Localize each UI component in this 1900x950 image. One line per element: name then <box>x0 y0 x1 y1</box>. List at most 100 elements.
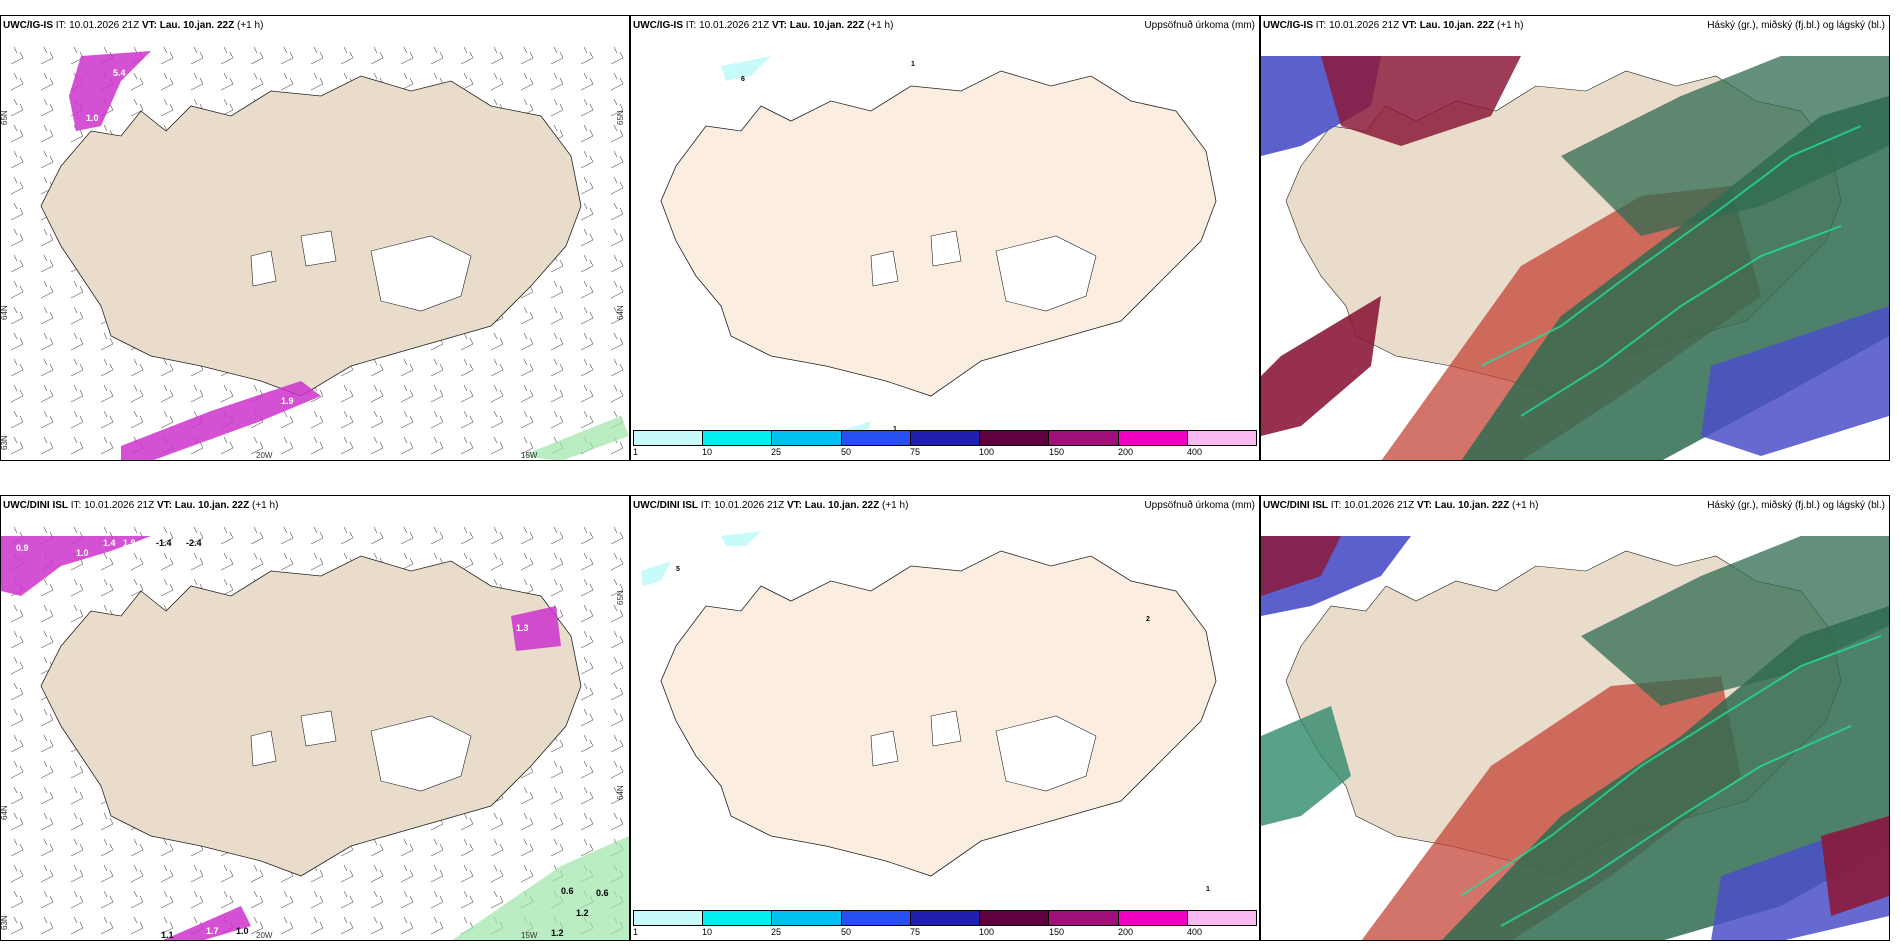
wind-barb <box>130 552 144 571</box>
it-value: 10.01.2026 21Z <box>84 500 155 511</box>
value-label: 1 <box>911 61 915 68</box>
wind-barb <box>580 332 594 351</box>
wind-barb <box>10 734 24 753</box>
wind-barb <box>70 760 84 779</box>
glacier <box>995 715 1097 792</box>
wind-barb <box>100 838 114 857</box>
wind-barb <box>520 838 534 857</box>
wind-barb <box>580 46 594 65</box>
wind-barb <box>70 890 84 909</box>
wind-barb <box>400 436 414 455</box>
wind-barb <box>520 410 534 429</box>
value-label: 2.1 <box>206 446 219 456</box>
value-label: 1 <box>893 426 897 433</box>
wind-barb <box>70 410 84 429</box>
lat-label: 65N <box>616 590 625 605</box>
value-label: 1.0 <box>76 548 89 558</box>
wind-barb <box>580 306 594 325</box>
mid-cloud-area <box>1361 676 1741 940</box>
panel-bot-left: UWC/DINI ISL IT: 10.01.2026 21Z VT: Lau.… <box>0 495 630 941</box>
wind-barb <box>220 436 234 455</box>
vt-label: VT: <box>156 500 172 511</box>
wind-barb <box>70 604 84 623</box>
wind-barb <box>580 358 594 377</box>
wind-barb <box>70 332 84 351</box>
wind-barb <box>400 552 414 571</box>
wind-barb <box>550 384 564 403</box>
wind-barb <box>400 864 414 883</box>
wind-barb <box>610 760 624 779</box>
vt-label: VT: <box>1416 500 1432 511</box>
panel-title: Uppsöfnuð úrkoma (mm) <box>1144 20 1255 31</box>
wind-barb <box>610 306 624 325</box>
wind-barb <box>100 332 114 351</box>
lead-time: (+1 h) <box>252 500 279 511</box>
wind-barb <box>280 552 294 571</box>
wind-barb <box>580 604 594 623</box>
vt-value: Lau. 10.jan. 22Z <box>159 20 235 31</box>
wind-barb <box>460 864 474 883</box>
wind-barb <box>100 384 114 403</box>
wind-barb <box>550 578 564 597</box>
wind-barb <box>160 838 174 857</box>
vt-label: VT: <box>786 500 802 511</box>
colorbar-label: 400 <box>1187 927 1203 937</box>
panel-title: Háský (gr.), miðský (fj.bl.) og lágský (… <box>1707 20 1885 31</box>
wind-barb <box>220 864 234 883</box>
mid-cloud-area <box>1821 816 1889 916</box>
model-name: UWC/IG-IS <box>3 20 53 31</box>
wind-barb <box>460 552 474 571</box>
wind-barb <box>100 578 114 597</box>
glacier <box>300 710 337 747</box>
lead-time: (+1 h) <box>1512 500 1539 511</box>
colorbar-segment <box>910 431 981 445</box>
wind-barb <box>430 526 444 545</box>
wind-barb <box>10 604 24 623</box>
wind-barb <box>580 812 594 831</box>
wind-barb <box>40 150 54 169</box>
wind-barb <box>610 332 624 351</box>
green-area <box>521 416 629 460</box>
wind-barb <box>10 124 24 143</box>
wind-barb <box>400 410 414 429</box>
wind-barb <box>490 526 504 545</box>
wind-barb <box>520 552 534 571</box>
wind-barb <box>40 838 54 857</box>
wind-barb <box>580 124 594 143</box>
wind-barb <box>610 384 624 403</box>
wind-barb <box>130 864 144 883</box>
wind-barb <box>10 72 24 91</box>
wind-barb <box>550 760 564 779</box>
wind-barb <box>490 436 504 455</box>
colorbar-segment <box>1187 911 1256 925</box>
wind-barb <box>10 630 24 649</box>
wind-barb <box>370 410 384 429</box>
wind-barb <box>10 228 24 247</box>
wind-barb <box>310 552 324 571</box>
colorbar-segment <box>1118 431 1188 445</box>
wind-barb <box>580 176 594 195</box>
wind-barb <box>370 358 384 377</box>
precip-area <box>721 56 771 81</box>
precipitation-map: 1 6 1 <box>660 56 1217 436</box>
wind-barb <box>130 358 144 377</box>
wind-barb <box>430 436 444 455</box>
wind-barb <box>460 384 474 403</box>
lat-label: 64N <box>1 805 9 820</box>
wind-barb <box>130 72 144 91</box>
value-label: 0.6 <box>596 888 609 898</box>
wind-barb <box>40 578 54 597</box>
cloud-map <box>1261 516 1889 940</box>
wind-barb <box>70 358 84 377</box>
wind-barb <box>370 436 384 455</box>
colorbar-label: 150 <box>1049 447 1065 457</box>
wind-barb <box>460 332 474 351</box>
colorbar-segment <box>980 911 1050 925</box>
wind-barb <box>10 812 24 831</box>
wind-barb <box>70 916 84 935</box>
wind-barb <box>220 526 234 545</box>
lead-time: (+1 h) <box>882 500 909 511</box>
wind-barb <box>400 526 414 545</box>
wind-barb <box>490 384 504 403</box>
value-label: 2 <box>1146 616 1150 623</box>
